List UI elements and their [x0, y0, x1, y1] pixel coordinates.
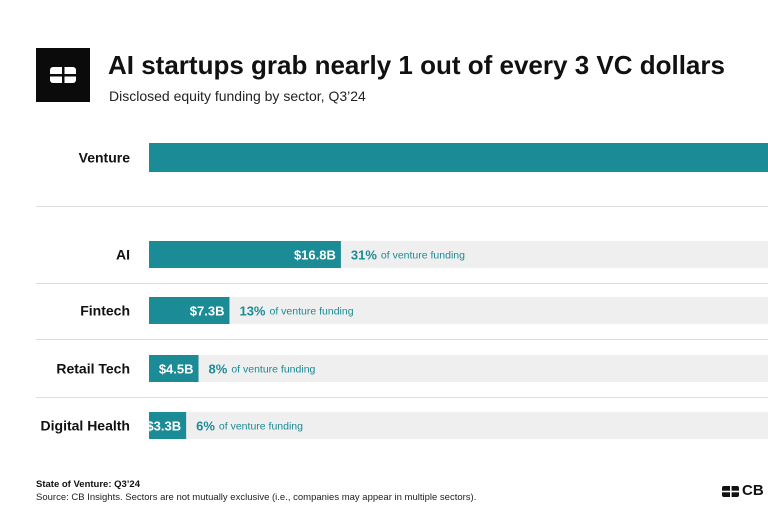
- category-label-fintech: Fintech: [80, 303, 130, 319]
- bar-track-fintech: [149, 297, 768, 324]
- bar-track-digital-health: [149, 412, 768, 439]
- report-name: State of Venture: Q3’24: [36, 479, 141, 490]
- category-label-ai: AI: [116, 247, 130, 263]
- value-label-retail-tech: $4.5B: [159, 362, 194, 377]
- bar-venture: [149, 143, 768, 172]
- brand-logo-icon: [722, 486, 739, 497]
- bar-track-retail-tech: [149, 355, 768, 382]
- share-label-ai: 31%: [351, 248, 377, 263]
- chart-title: AI startups grab nearly 1 out of every 3…: [108, 50, 725, 80]
- share-suffix-fintech: of venture funding: [270, 306, 354, 318]
- share-suffix-retail-tech: of venture funding: [231, 364, 315, 376]
- category-label-retail-tech: Retail Tech: [56, 361, 130, 377]
- bar-fintech: [149, 297, 230, 324]
- value-label-ai: $16.8B: [294, 248, 336, 263]
- share-label-fintech: 13%: [239, 304, 265, 319]
- category-label-digital-health: Digital Health: [41, 418, 130, 434]
- category-label-venture: Venture: [79, 150, 131, 166]
- share-label-digital-health: 6%: [196, 419, 215, 434]
- bar-chart: Venture AI $16.8B 31% of venture funding Fint…: [36, 143, 768, 439]
- brand-text: CB Insights: [742, 482, 768, 499]
- share-suffix-ai: of venture funding: [381, 250, 465, 262]
- chart-subtitle: Disclosed equity funding by sector, Q3’2…: [109, 88, 366, 104]
- share-label-retail-tech: 8%: [209, 362, 228, 377]
- value-label-digital-health: $3.3B: [146, 419, 181, 434]
- cb-insights-logo-icon: [36, 48, 90, 102]
- bar-retail-tech: [149, 355, 199, 382]
- share-suffix-digital-health: of venture funding: [219, 421, 303, 433]
- value-label-fintech: $7.3B: [190, 304, 225, 319]
- bar-ai: [149, 241, 341, 268]
- source-note: Source: CB Insights. Sectors are not mut…: [36, 492, 477, 503]
- brand-logo: CB Insights: [722, 482, 768, 500]
- bar-digital-health: [149, 412, 187, 439]
